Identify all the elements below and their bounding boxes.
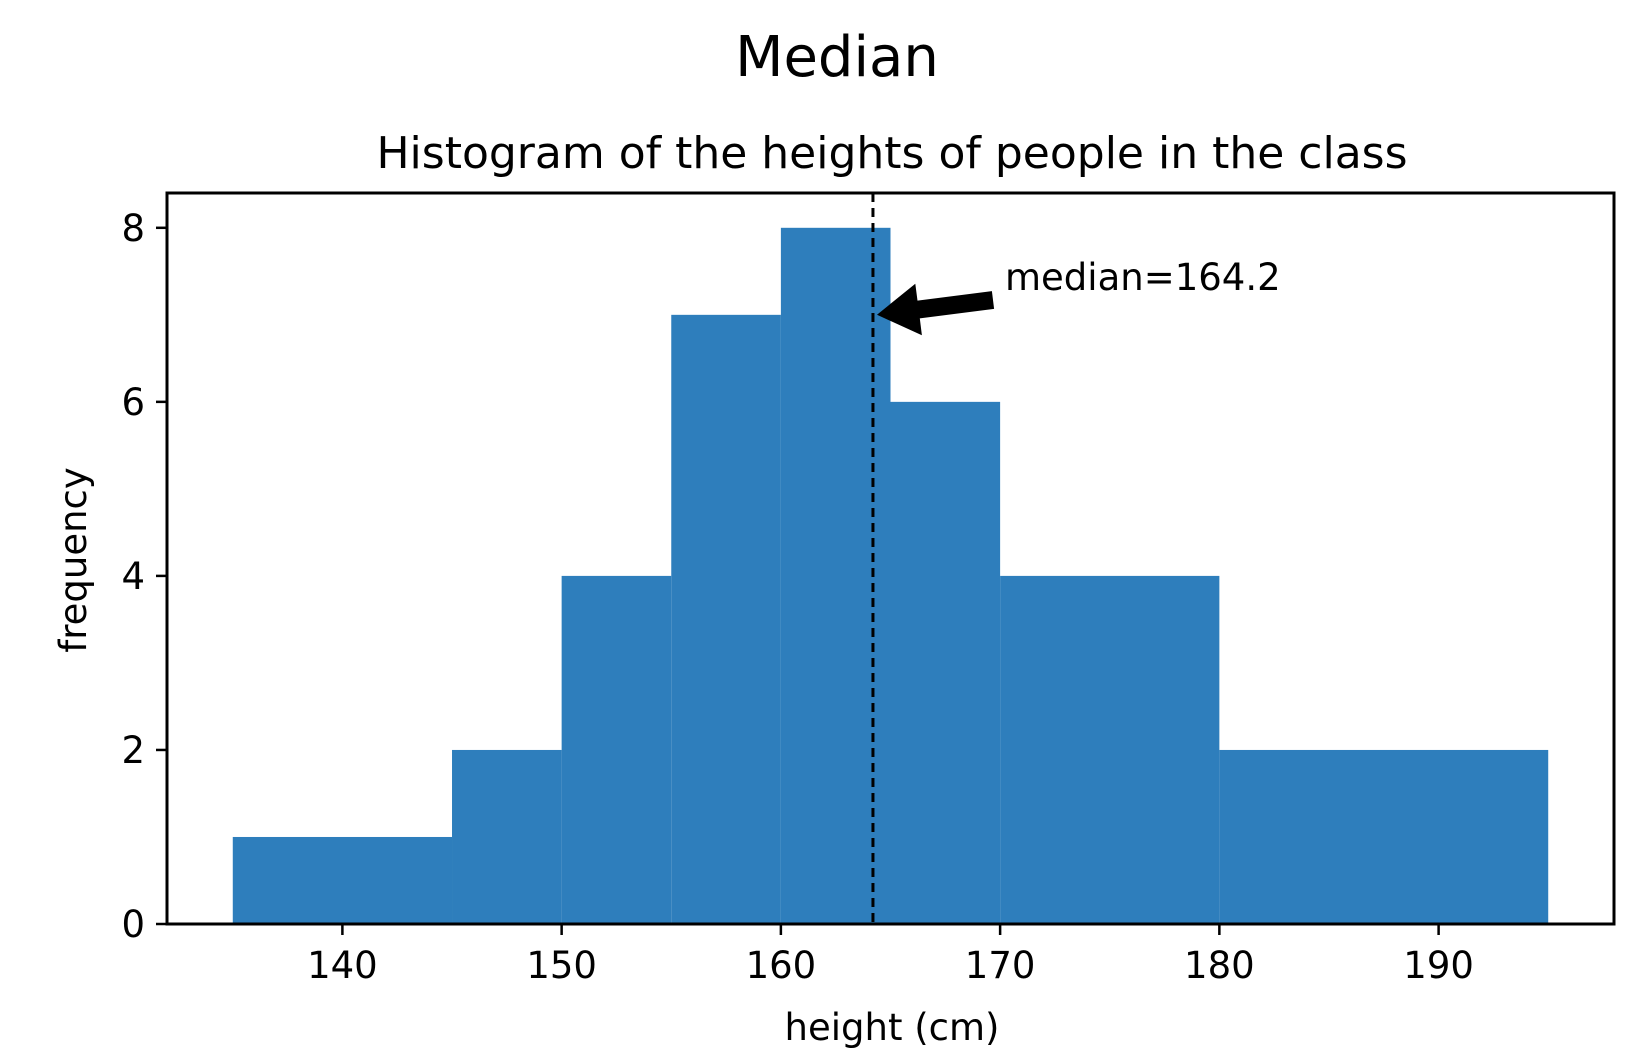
plot-frame (165, 191, 1616, 926)
x-axis-label: height (cm) (785, 1006, 1000, 1049)
y-axis-label: frequency (52, 467, 95, 653)
figure-title: Median (735, 25, 939, 90)
histogram-bar (1000, 575, 1220, 924)
x-axis-ticks: 140 150 160 170 180 190 (307, 924, 1474, 987)
y-tick-label: 6 (121, 381, 145, 424)
annotation-arrow (877, 283, 995, 336)
x-tick-label: 180 (1184, 944, 1255, 987)
median-annotation-text: median=164.2 (1005, 256, 1281, 299)
x-tick-label: 160 (746, 944, 817, 987)
chart-title: Histogram of the heights of people in th… (376, 128, 1407, 179)
histogram-bars (232, 227, 1549, 925)
histogram-bar (452, 749, 562, 924)
y-tick-label: 0 (121, 903, 145, 946)
median-annotation: median=164.2 (877, 256, 1281, 336)
histogram-bar (1219, 749, 1549, 924)
y-axis-ticks: 0 2 4 6 8 (121, 207, 167, 946)
y-tick-label: 8 (121, 207, 145, 250)
histogram-bar (232, 836, 453, 924)
x-tick-label: 150 (526, 944, 597, 987)
y-tick-label: 2 (121, 729, 145, 772)
histogram-bar (671, 314, 781, 924)
x-tick-label: 190 (1403, 944, 1474, 987)
histogram-bar (561, 575, 672, 924)
x-tick-label: 140 (307, 944, 378, 987)
histogram-bar (890, 401, 1001, 924)
y-tick-label: 4 (121, 555, 145, 598)
x-tick-label: 170 (965, 944, 1036, 987)
